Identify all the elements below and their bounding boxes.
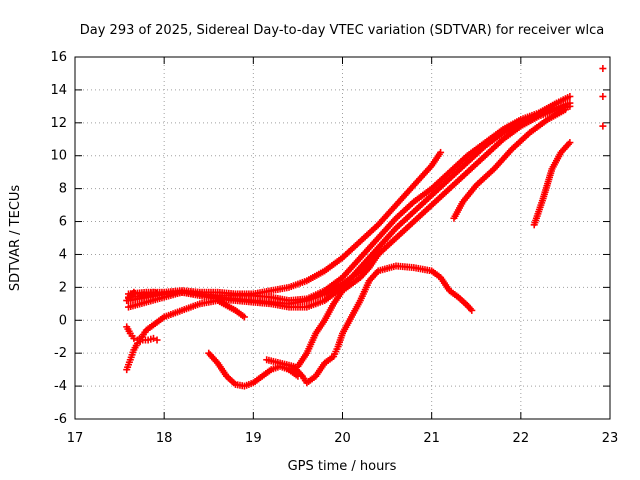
x-tick-label: 22: [513, 431, 530, 446]
plot-frame: [74, 56, 611, 420]
data-point: [561, 106, 569, 114]
y-tick-label: -4: [54, 379, 67, 394]
y-tick-label: -6: [54, 412, 67, 427]
data-point: [156, 290, 164, 298]
series-track-10: [285, 250, 382, 374]
data-point: [149, 334, 157, 342]
data-point: [153, 336, 161, 344]
data-point: [437, 148, 445, 156]
y-tick-label: 2: [59, 280, 67, 295]
data-series: [123, 65, 607, 390]
y-tick-label: 12: [50, 116, 67, 131]
y-tick-label: 8: [59, 182, 67, 197]
y-axis-label: SDTVAR / TECUs: [8, 185, 23, 292]
data-point: [130, 288, 138, 296]
data-point: [133, 290, 141, 298]
x-tick-labels: 17 18 19 20 21 22 23: [67, 431, 619, 446]
series-track-6: [123, 297, 248, 344]
y-tick-label: 4: [59, 247, 67, 262]
series-track-12: [530, 139, 574, 229]
x-tick-label: 18: [156, 431, 173, 446]
y-tick-label: 10: [50, 149, 67, 164]
x-tick-label: 20: [334, 431, 351, 446]
y-tick-labels: -6 -4 -2 0 2 4 6 8 10 12 14 16: [50, 50, 67, 427]
series-track-8: [205, 349, 302, 390]
series-track-13: [599, 65, 607, 130]
data-point: [599, 122, 607, 130]
data-point: [566, 92, 574, 100]
data-point: [599, 65, 607, 73]
data-point: [374, 250, 382, 258]
y-tick-label: 14: [50, 83, 67, 98]
x-tick-label: 17: [67, 431, 84, 446]
y-tick-label: -2: [54, 346, 67, 361]
series-track-9: [263, 262, 476, 387]
series-track-1: [125, 148, 445, 298]
grid: [75, 57, 610, 419]
x-axis-label: GPS time / hours: [288, 459, 397, 474]
data-point: [566, 139, 574, 147]
series-track-5: [123, 288, 164, 305]
data-point: [468, 306, 476, 314]
series-track-2: [125, 92, 574, 305]
data-point: [599, 92, 607, 100]
y-tick-label: 16: [50, 50, 67, 65]
series-track-11: [450, 106, 569, 222]
y-tick-label: 6: [59, 215, 67, 230]
x-tick-label: 23: [602, 431, 619, 446]
data-point: [240, 313, 248, 321]
series-track-4: [125, 102, 574, 311]
y-tick-label: 0: [59, 313, 67, 328]
x-tick-label: 21: [423, 431, 440, 446]
chart-title: Day 293 of 2025, Sidereal Day-to-day VTE…: [80, 23, 605, 38]
series-track-7: [123, 334, 161, 374]
data-point: [566, 102, 574, 110]
x-tick-label: 19: [245, 431, 262, 446]
